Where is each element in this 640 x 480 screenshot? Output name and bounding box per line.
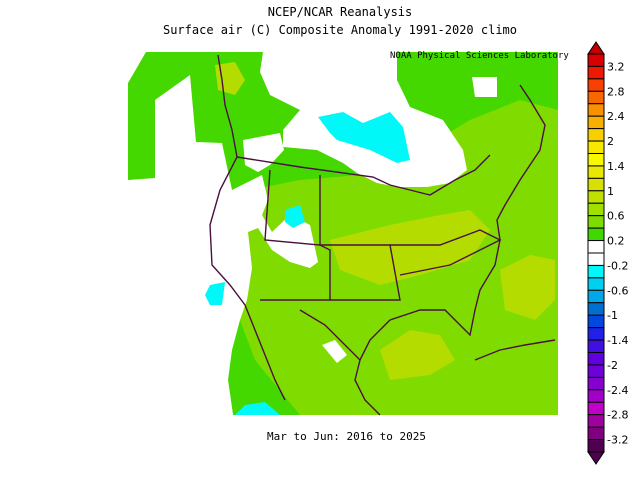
neutral-west — [128, 75, 318, 415]
colorbar-swatch — [587, 314, 605, 329]
colorbar-swatch — [587, 264, 605, 279]
colorbar-label: 2.4 — [607, 110, 625, 123]
west-coast — [209, 156, 286, 401]
gulf-coast — [299, 309, 476, 362]
cool-wyoming — [285, 205, 305, 228]
colorbar-bottom-arrow — [587, 451, 605, 465]
mexico-coast — [354, 359, 381, 416]
colorbar-swatch — [587, 426, 605, 441]
colorbar-swatch — [587, 115, 605, 130]
colorbar-label: 0.2 — [607, 235, 625, 248]
neutral-mexico — [322, 340, 347, 363]
colorbar-label: -2.8 — [607, 409, 628, 422]
colorbar-swatch — [587, 352, 605, 366]
neutral-canada — [260, 52, 467, 187]
colorbar-swatch — [587, 177, 605, 192]
colorbar-swatch — [587, 78, 605, 92]
warm-central-us — [330, 210, 490, 285]
coastlines-and-borders — [209, 54, 556, 416]
warm-atlantic — [500, 255, 555, 320]
colorbar-top-arrow — [587, 41, 605, 55]
alaska-panhandle — [217, 54, 238, 158]
colorbar-swatch — [587, 103, 605, 117]
map-title: NCEP/NCAR Reanalysis — [267, 5, 413, 19]
colorbar-swatch — [587, 376, 605, 391]
cool-pacific — [205, 282, 225, 305]
colorbar-label: -2 — [607, 359, 618, 372]
colorbar-swatch — [587, 202, 605, 217]
colorbar-label: 3.2 — [607, 60, 625, 73]
colorbar-swatch — [587, 215, 605, 229]
cool-pacific-south — [235, 402, 280, 415]
colorbar-label: -1.4 — [607, 334, 628, 347]
colorbar-swatch — [587, 90, 605, 105]
colorbar-swatch — [587, 439, 605, 453]
warm-gulf — [380, 330, 455, 380]
colorbar-swatch — [587, 190, 605, 204]
colorbar-swatch — [587, 289, 605, 304]
period-label: Mar to Jun: 2016 to 2025 — [267, 430, 426, 443]
colorbar-swatch — [587, 401, 605, 416]
map-subtitle: Surface air (C) Composite Anomaly 1991-2… — [162, 23, 517, 37]
neutral-labrador — [472, 77, 497, 97]
colorbar-label: -1 — [607, 309, 618, 322]
colorbar-swatch — [587, 277, 605, 291]
colorbar-swatch — [587, 140, 605, 154]
colorbar-swatch — [587, 252, 605, 266]
colorbar-swatch — [587, 302, 605, 316]
colorbar-swatch — [587, 165, 605, 179]
colorbar-label: 2 — [607, 135, 614, 148]
us-canada-border — [236, 154, 491, 196]
neutral-west-north — [243, 133, 284, 172]
colorbar-label: -2.4 — [607, 384, 628, 397]
state-lines — [260, 169, 331, 301]
colorbar-swatch — [587, 414, 605, 428]
colorbar-swatch — [587, 364, 605, 378]
colorbar-swatch — [587, 389, 605, 403]
colorbar-swatch — [587, 339, 605, 353]
credit-label: NOAA Physical Sciences Laboratory — [390, 51, 569, 61]
cool-hudson-bay — [318, 112, 410, 163]
colorbar-swatch — [587, 153, 605, 167]
colorbar-swatch — [587, 227, 605, 242]
colorbar-label: 1.4 — [607, 160, 625, 173]
colorbar-swatch — [587, 240, 605, 254]
colorbar-label: 1 — [607, 185, 614, 198]
colorbar-swatch — [587, 65, 605, 80]
state-lines-east — [390, 229, 502, 276]
colorbar-swatch — [587, 53, 605, 67]
east-coast — [474, 84, 546, 311]
colorbar-label: 0.6 — [607, 210, 625, 223]
colorbar-swatch — [587, 128, 605, 142]
colorbar-label: -3.2 — [607, 434, 628, 447]
colorbar-label: -0.6 — [607, 284, 628, 297]
colorbar-label: -0.2 — [607, 259, 628, 272]
cuba-coast — [474, 339, 556, 361]
colorbar-swatch — [587, 327, 605, 341]
colorbar-label: 2.8 — [607, 85, 625, 98]
